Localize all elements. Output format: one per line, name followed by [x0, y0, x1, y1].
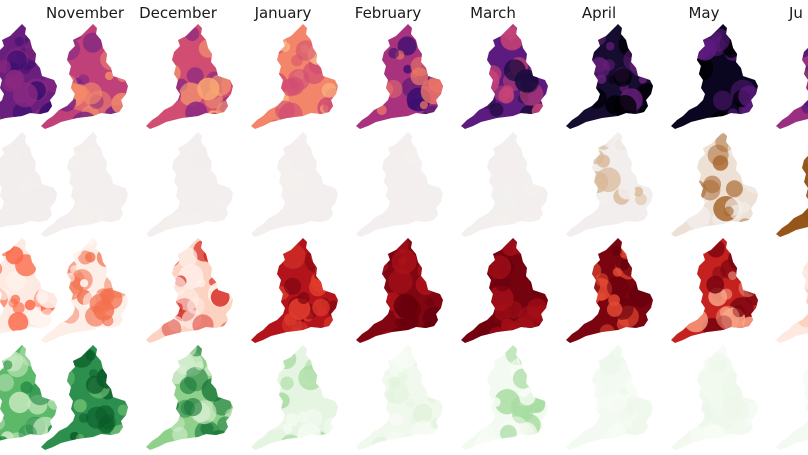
- map-row-4-greens-prev: [0, 343, 64, 451]
- england-map-shape: [356, 24, 443, 129]
- column-title-november: November: [45, 4, 125, 22]
- england-map-shape: [0, 24, 57, 127]
- england-map-shape: [776, 361, 808, 450]
- map-row-2-brown-november: [35, 130, 135, 238]
- map-row-1-magma-june: [770, 22, 808, 130]
- map-row-3-reds-january: [245, 236, 345, 344]
- map-row-4-greens-january: [245, 343, 345, 451]
- england-map-shape: [251, 24, 338, 129]
- column-title-june: Ju: [789, 4, 803, 22]
- england-map-shape: [356, 238, 443, 343]
- map-row-3-reds-april: [560, 236, 660, 344]
- map-row-3-reds-december: [140, 236, 240, 344]
- england-map-shape: [566, 132, 653, 237]
- england-map-shape: [41, 238, 128, 343]
- column-title-february: February: [354, 4, 422, 22]
- england-map-shape: [671, 132, 758, 237]
- england-map-shape: [671, 238, 758, 343]
- map-row-2-brown-prev: [0, 130, 64, 238]
- map-row-3-reds-march: [455, 236, 555, 344]
- column-title-december: December: [139, 4, 217, 22]
- england-map-shape: [146, 132, 233, 237]
- map-row-1-magma-december: [140, 22, 240, 130]
- map-row-2-brown-february: [350, 130, 450, 238]
- map-row-1-magma-april: [560, 22, 660, 130]
- england-map-shape: [461, 132, 548, 237]
- map-row-3-reds-prev: [0, 236, 64, 344]
- england-map-shape: [251, 238, 338, 343]
- map-row-2-brown-may: [665, 130, 765, 238]
- column-title-january: January: [254, 4, 312, 22]
- map-row-1-magma-prev: [0, 22, 64, 130]
- england-map-shape: [251, 132, 338, 237]
- england-map-shape: [671, 345, 758, 450]
- england-map-shape: [461, 345, 548, 450]
- map-row-3-reds-november: [35, 236, 135, 344]
- map-row-1-magma-november: [35, 22, 135, 130]
- map-row-1-magma-january: [245, 22, 345, 130]
- england-map-shape: [356, 132, 443, 237]
- england-map-shape: [146, 345, 233, 450]
- map-row-3-reds-may: [665, 236, 765, 344]
- column-title-april: April: [581, 4, 617, 22]
- map-row-2-brown-december: [140, 130, 240, 238]
- map-row-4-greens-february: [350, 343, 450, 451]
- map-row-1-magma-march: [455, 22, 555, 130]
- map-row-2-brown-january: [245, 130, 345, 238]
- england-map-shape: [461, 238, 548, 343]
- england-map-shape: [146, 24, 233, 129]
- map-row-4-greens-november: [35, 343, 135, 451]
- england-map-shape: [41, 345, 128, 450]
- map-row-4-greens-december: [140, 343, 240, 451]
- england-map-shape: [566, 238, 653, 343]
- england-map-shape: [461, 24, 548, 129]
- map-row-2-brown-june: [770, 130, 808, 238]
- map-row-4-greens-may: [665, 343, 765, 451]
- map-row-1-magma-may: [665, 22, 765, 130]
- column-title-march: March: [470, 4, 516, 22]
- england-map-shape: [356, 345, 443, 450]
- map-row-4-greens-april: [560, 343, 660, 451]
- england-map-shape: [566, 24, 653, 129]
- map-row-3-reds-june: [770, 236, 808, 344]
- map-row-2-brown-april: [560, 130, 660, 238]
- england-map-shape: [566, 345, 653, 450]
- england-map-shape: [0, 345, 57, 450]
- england-map-shape: [776, 24, 808, 129]
- map-row-2-brown-march: [455, 130, 555, 238]
- england-map-shape: [776, 254, 808, 343]
- england-map-shape: [0, 238, 57, 343]
- map-row-3-reds-february: [350, 236, 450, 344]
- map-row-4-greens-june: [770, 343, 808, 451]
- england-map-shape: [41, 24, 128, 129]
- england-map-shape: [251, 345, 338, 450]
- england-map-shape: [776, 132, 808, 237]
- map-row-4-greens-march: [455, 343, 555, 451]
- england-map-shape: [41, 132, 128, 237]
- england-map-shape: [0, 132, 57, 237]
- england-map-shape: [146, 238, 233, 343]
- england-map-shape: [671, 24, 758, 129]
- column-title-may: May: [688, 4, 720, 22]
- map-row-1-magma-february: [350, 22, 450, 130]
